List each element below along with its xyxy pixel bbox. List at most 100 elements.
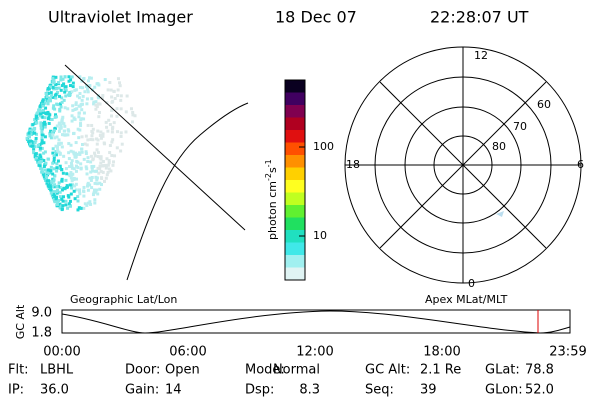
pixel <box>57 86 61 90</box>
pixel <box>77 104 81 108</box>
image-blob <box>25 75 137 212</box>
pixel <box>104 120 108 124</box>
pixel <box>56 81 60 85</box>
pixel <box>48 131 52 135</box>
pixel <box>95 178 99 182</box>
colorbar-cell <box>285 230 305 243</box>
pixel <box>42 175 46 179</box>
pixel <box>44 92 48 96</box>
pixel <box>39 167 43 171</box>
pixel <box>108 80 112 84</box>
pixel <box>120 142 124 146</box>
pixel <box>32 128 36 132</box>
pixel <box>85 143 89 147</box>
pixel <box>48 85 52 89</box>
pixel <box>91 127 95 131</box>
pixel <box>93 198 97 202</box>
pixel <box>58 127 62 131</box>
pixel <box>60 118 64 122</box>
pixel <box>105 173 109 177</box>
pixel <box>69 78 73 82</box>
field-label: Door: <box>125 363 160 378</box>
pixel <box>101 132 105 136</box>
pixel <box>56 200 60 204</box>
pixel <box>91 138 95 142</box>
pixel <box>63 75 67 79</box>
pixel <box>39 121 43 125</box>
pixel <box>46 102 50 106</box>
pixel <box>116 130 120 134</box>
pixel <box>41 172 45 176</box>
pixel <box>98 167 102 171</box>
pixel <box>30 144 34 148</box>
pixel <box>27 135 31 139</box>
colorbar-cell <box>285 80 305 93</box>
pixel <box>90 97 94 101</box>
field-value: 52.0 <box>525 383 554 398</box>
map-curve <box>126 102 249 281</box>
pixel <box>49 169 53 173</box>
colorbar-cell <box>285 117 305 131</box>
pixel <box>109 88 113 92</box>
pixel <box>100 96 104 100</box>
pixel <box>99 169 103 173</box>
pixel <box>86 123 90 127</box>
pixel <box>116 77 120 81</box>
pixel <box>56 188 60 192</box>
pixel <box>75 107 79 111</box>
pixel <box>46 168 50 172</box>
pixel <box>58 107 62 111</box>
pixel <box>97 115 101 119</box>
pixel <box>67 142 71 146</box>
pixel <box>119 94 123 98</box>
pixel <box>43 116 47 120</box>
pixel <box>64 88 68 92</box>
pixel <box>41 99 45 103</box>
pixel <box>90 166 94 170</box>
pixel <box>38 161 42 165</box>
pixel <box>78 151 82 155</box>
pixel <box>67 75 71 79</box>
pixel <box>49 117 53 121</box>
pixel <box>39 126 43 130</box>
pixel <box>91 193 95 197</box>
pixel <box>80 98 84 102</box>
pixel <box>80 117 84 121</box>
pixel <box>51 95 55 99</box>
pixel <box>97 111 101 115</box>
pixel <box>73 88 77 92</box>
pixel <box>40 141 44 145</box>
pixel <box>113 96 117 100</box>
pixel <box>51 161 55 165</box>
pixel <box>98 187 102 191</box>
pixel <box>104 176 108 180</box>
pixel <box>47 121 51 125</box>
pixel <box>85 87 89 91</box>
pixel <box>73 197 77 201</box>
pixel <box>73 107 77 111</box>
pixel <box>86 156 90 160</box>
pixel <box>33 152 37 156</box>
pixel <box>54 82 58 86</box>
pixel <box>90 186 94 190</box>
pixel <box>106 170 110 174</box>
pixel <box>76 94 80 98</box>
pixel <box>94 107 98 111</box>
pixel <box>40 130 44 134</box>
polar-spot <box>496 211 504 217</box>
pixel <box>82 111 86 115</box>
pixel <box>88 84 92 88</box>
pixel <box>88 183 92 187</box>
pixel <box>86 160 90 164</box>
pixel <box>105 164 109 168</box>
pixel <box>33 145 37 149</box>
pixel <box>92 188 96 192</box>
pixel <box>95 137 99 141</box>
pixel <box>74 155 78 159</box>
pixel <box>71 150 75 154</box>
pixel <box>54 115 58 119</box>
pixel <box>59 105 63 109</box>
pixel <box>111 163 115 167</box>
pixel <box>59 88 63 92</box>
mlt-label: 12 <box>474 49 488 62</box>
